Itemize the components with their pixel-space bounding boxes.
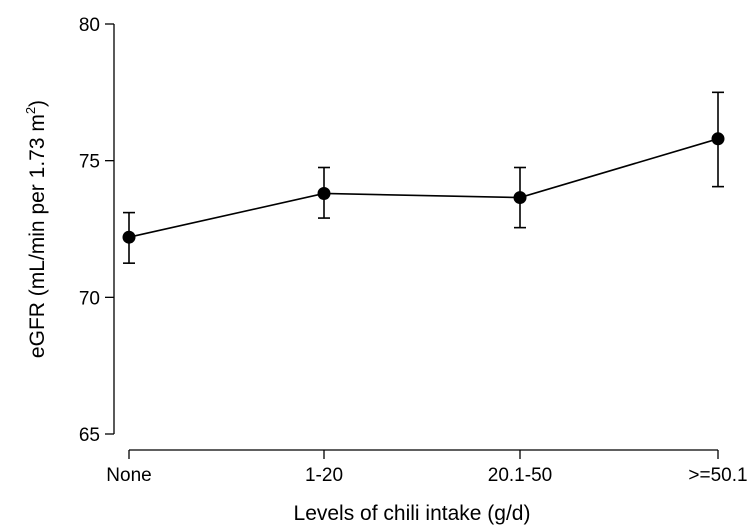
x-tick-label: 1-20 [305, 465, 343, 486]
y-axis-title-superscript: 2 [23, 107, 38, 114]
y-axis-title: eGFR (mL/min per 1.73 m2) [23, 100, 49, 358]
series-line [128, 138, 719, 238]
y-tick-label: 65 [79, 425, 100, 446]
x-axis-title: Levels of chili intake (g/d) [294, 502, 531, 525]
y-axis-title-close: ) [26, 100, 49, 107]
data-point [317, 186, 331, 200]
plot-area [122, 91, 725, 264]
y-axis-title-main: eGFR (mL/min per 1.73 m [26, 114, 49, 358]
y-axis: 65 70 75 80 [79, 15, 115, 446]
y-tick-label: 75 [79, 152, 100, 173]
x-tick-label: None [106, 465, 151, 486]
data-point [122, 230, 136, 244]
y-tick-label: 80 [79, 15, 100, 36]
x-tick-label: 20.1-50 [488, 465, 552, 486]
x-axis: None 1-20 20.1-50 >=50.1 [106, 449, 748, 486]
y-tick-label: 70 [79, 288, 100, 309]
data-point [711, 132, 725, 146]
data-point [513, 191, 527, 205]
x-tick-label: >=50.1 [688, 465, 747, 486]
